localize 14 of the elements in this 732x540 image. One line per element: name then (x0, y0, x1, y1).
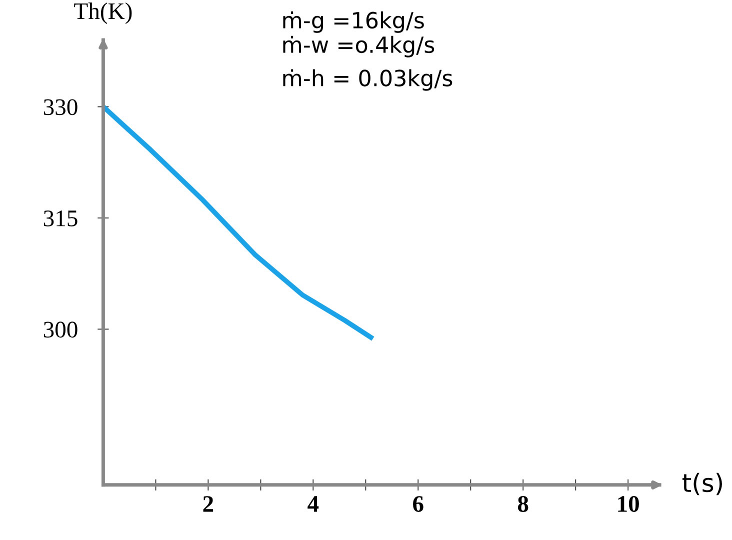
x-tick-label: 4 (308, 496, 319, 512)
x-tick-label: 10 (618, 496, 639, 512)
y-tick-label: 315 (44, 210, 78, 226)
x-tick-label: 2 (203, 496, 214, 512)
x-axis-title: t(s) (682, 472, 722, 496)
y-axis-title: Th(K) (74, 2, 132, 24)
line-series (103, 104, 374, 340)
annotation: ṁ-w =o.4kg/s (283, 36, 434, 58)
y-tick-label: 300 (44, 322, 78, 338)
x-tick-label: 6 (413, 496, 424, 512)
y-tick-label: 330 (44, 99, 78, 116)
annotation: ṁ-h = 0.03kg/s (283, 69, 452, 91)
text: ṁ-g =16kg/s (283, 11, 424, 33)
x-tick-label: 8 (518, 496, 528, 512)
